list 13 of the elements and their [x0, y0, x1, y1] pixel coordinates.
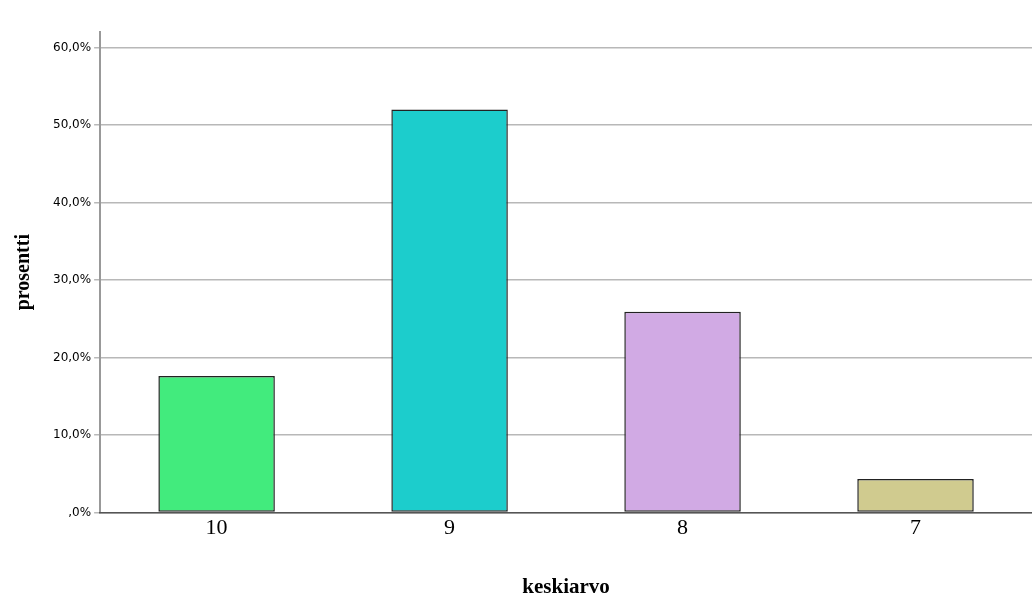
y-axis-title: prosentti	[11, 233, 35, 311]
x-tick-label: 8	[677, 514, 689, 540]
y-tick-label: 20,0%	[53, 349, 92, 364]
x-tick-label: 9	[444, 514, 456, 540]
y-tick-label: 40,0%	[53, 194, 92, 209]
x-tick-label: 7	[910, 514, 922, 540]
y-tick-label: 60,0%	[53, 39, 92, 54]
y-tick-label: 30,0%	[53, 272, 92, 287]
y-tick-label: 10,0%	[53, 427, 92, 442]
y-tick-label: ,0%	[68, 504, 92, 519]
y-tick-label: 50,0%	[53, 117, 92, 132]
x-tick-label: 10	[205, 514, 228, 540]
x-axis-title: keskiarvo	[522, 573, 610, 598]
